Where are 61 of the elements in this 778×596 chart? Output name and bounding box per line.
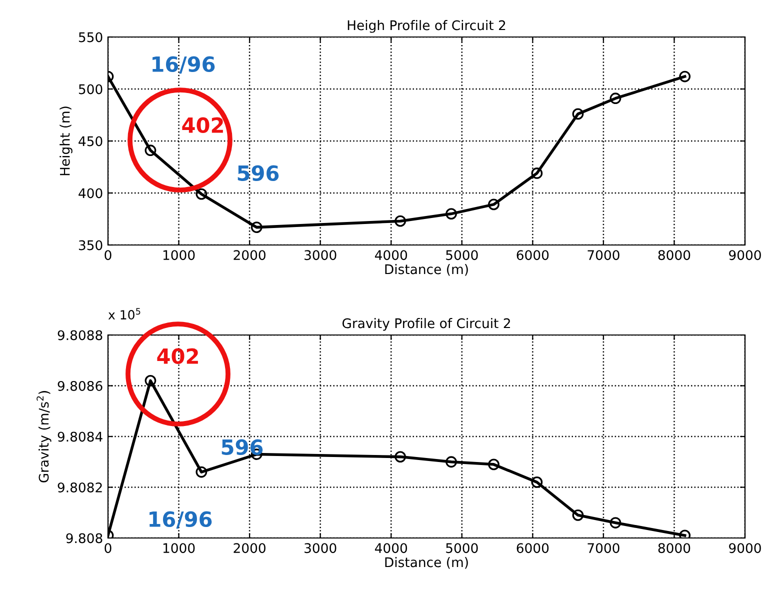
point bbox=[488, 458, 500, 470]
annotation: 402 bbox=[182, 117, 223, 134]
x-tick-label: 3000 bbox=[304, 250, 336, 260]
annotation: 596 bbox=[222, 439, 263, 456]
y-tick-label: 9.8088 bbox=[58, 330, 102, 340]
y-tick-label: 9.808 bbox=[66, 533, 102, 544]
point bbox=[196, 466, 208, 478]
text: x 10$^{5}$ bbox=[108, 308, 140, 320]
annotation: 596 bbox=[238, 165, 279, 182]
x-tick-label: 1000 bbox=[163, 250, 195, 260]
point bbox=[394, 215, 406, 227]
y-tick-label: 350 bbox=[78, 240, 102, 250]
x-tick-label: 4000 bbox=[374, 250, 408, 260]
y-tick-label: 450 bbox=[78, 136, 102, 146]
point bbox=[610, 517, 622, 528]
point bbox=[488, 198, 500, 210]
x-tick-label: 2000 bbox=[234, 250, 266, 260]
point bbox=[610, 92, 622, 104]
x-tick-label: 1000 bbox=[163, 543, 195, 554]
x-tick-label: 6000 bbox=[516, 543, 549, 554]
x-tick-label: 6000 bbox=[516, 250, 549, 260]
x-tick-label: 7000 bbox=[588, 543, 620, 554]
x-tick-label: 4000 bbox=[374, 543, 408, 554]
point bbox=[446, 208, 457, 220]
y-tick-label: 550 bbox=[78, 32, 102, 42]
point bbox=[144, 144, 156, 156]
x-tick-label: 5000 bbox=[446, 543, 478, 554]
y-tick-label: 9.8082 bbox=[58, 482, 102, 492]
point bbox=[394, 451, 406, 462]
point bbox=[531, 168, 543, 179]
annotation: 402 bbox=[157, 348, 198, 364]
x-axis-title: Distance (m) bbox=[385, 557, 468, 569]
x-tick-label: 0 bbox=[104, 543, 112, 554]
point bbox=[679, 70, 691, 82]
x-tick-label: 0 bbox=[104, 250, 112, 260]
point bbox=[196, 188, 208, 200]
y-tick-label: 9.8086 bbox=[58, 380, 102, 391]
chart-title: Gravity Profile of Circuit 2 bbox=[342, 318, 510, 331]
x-tick-label: 9000 bbox=[729, 250, 761, 260]
x-tick-label: 8000 bbox=[658, 250, 690, 260]
y-tick-label: 500 bbox=[78, 84, 102, 94]
x-tick-label: 2000 bbox=[234, 543, 266, 554]
point bbox=[446, 456, 457, 468]
annotation: 16/96 bbox=[152, 56, 215, 74]
annotation: 16/96 bbox=[150, 511, 212, 529]
x-tick-label: 5000 bbox=[446, 250, 478, 260]
point bbox=[144, 374, 156, 386]
chart-title: Heigh Profile of Circuit 2 bbox=[348, 20, 506, 33]
x-tick-label: 9000 bbox=[729, 543, 761, 554]
point bbox=[250, 222, 262, 234]
y-tick-label: 400 bbox=[78, 188, 102, 198]
x-tick-label: 3000 bbox=[304, 543, 336, 554]
y-axis-title: Gravity (m/s$^{2}$) bbox=[36, 391, 52, 482]
y-axis-title: Height (m) bbox=[60, 106, 72, 176]
x-axis-title: Distance (m) bbox=[385, 264, 468, 276]
point bbox=[572, 108, 584, 120]
point bbox=[572, 509, 584, 521]
y-tick-label: 9.8084 bbox=[58, 432, 102, 442]
x-tick-label: 8000 bbox=[658, 543, 690, 554]
x-tick-label: 7000 bbox=[588, 250, 620, 260]
point bbox=[531, 476, 543, 488]
